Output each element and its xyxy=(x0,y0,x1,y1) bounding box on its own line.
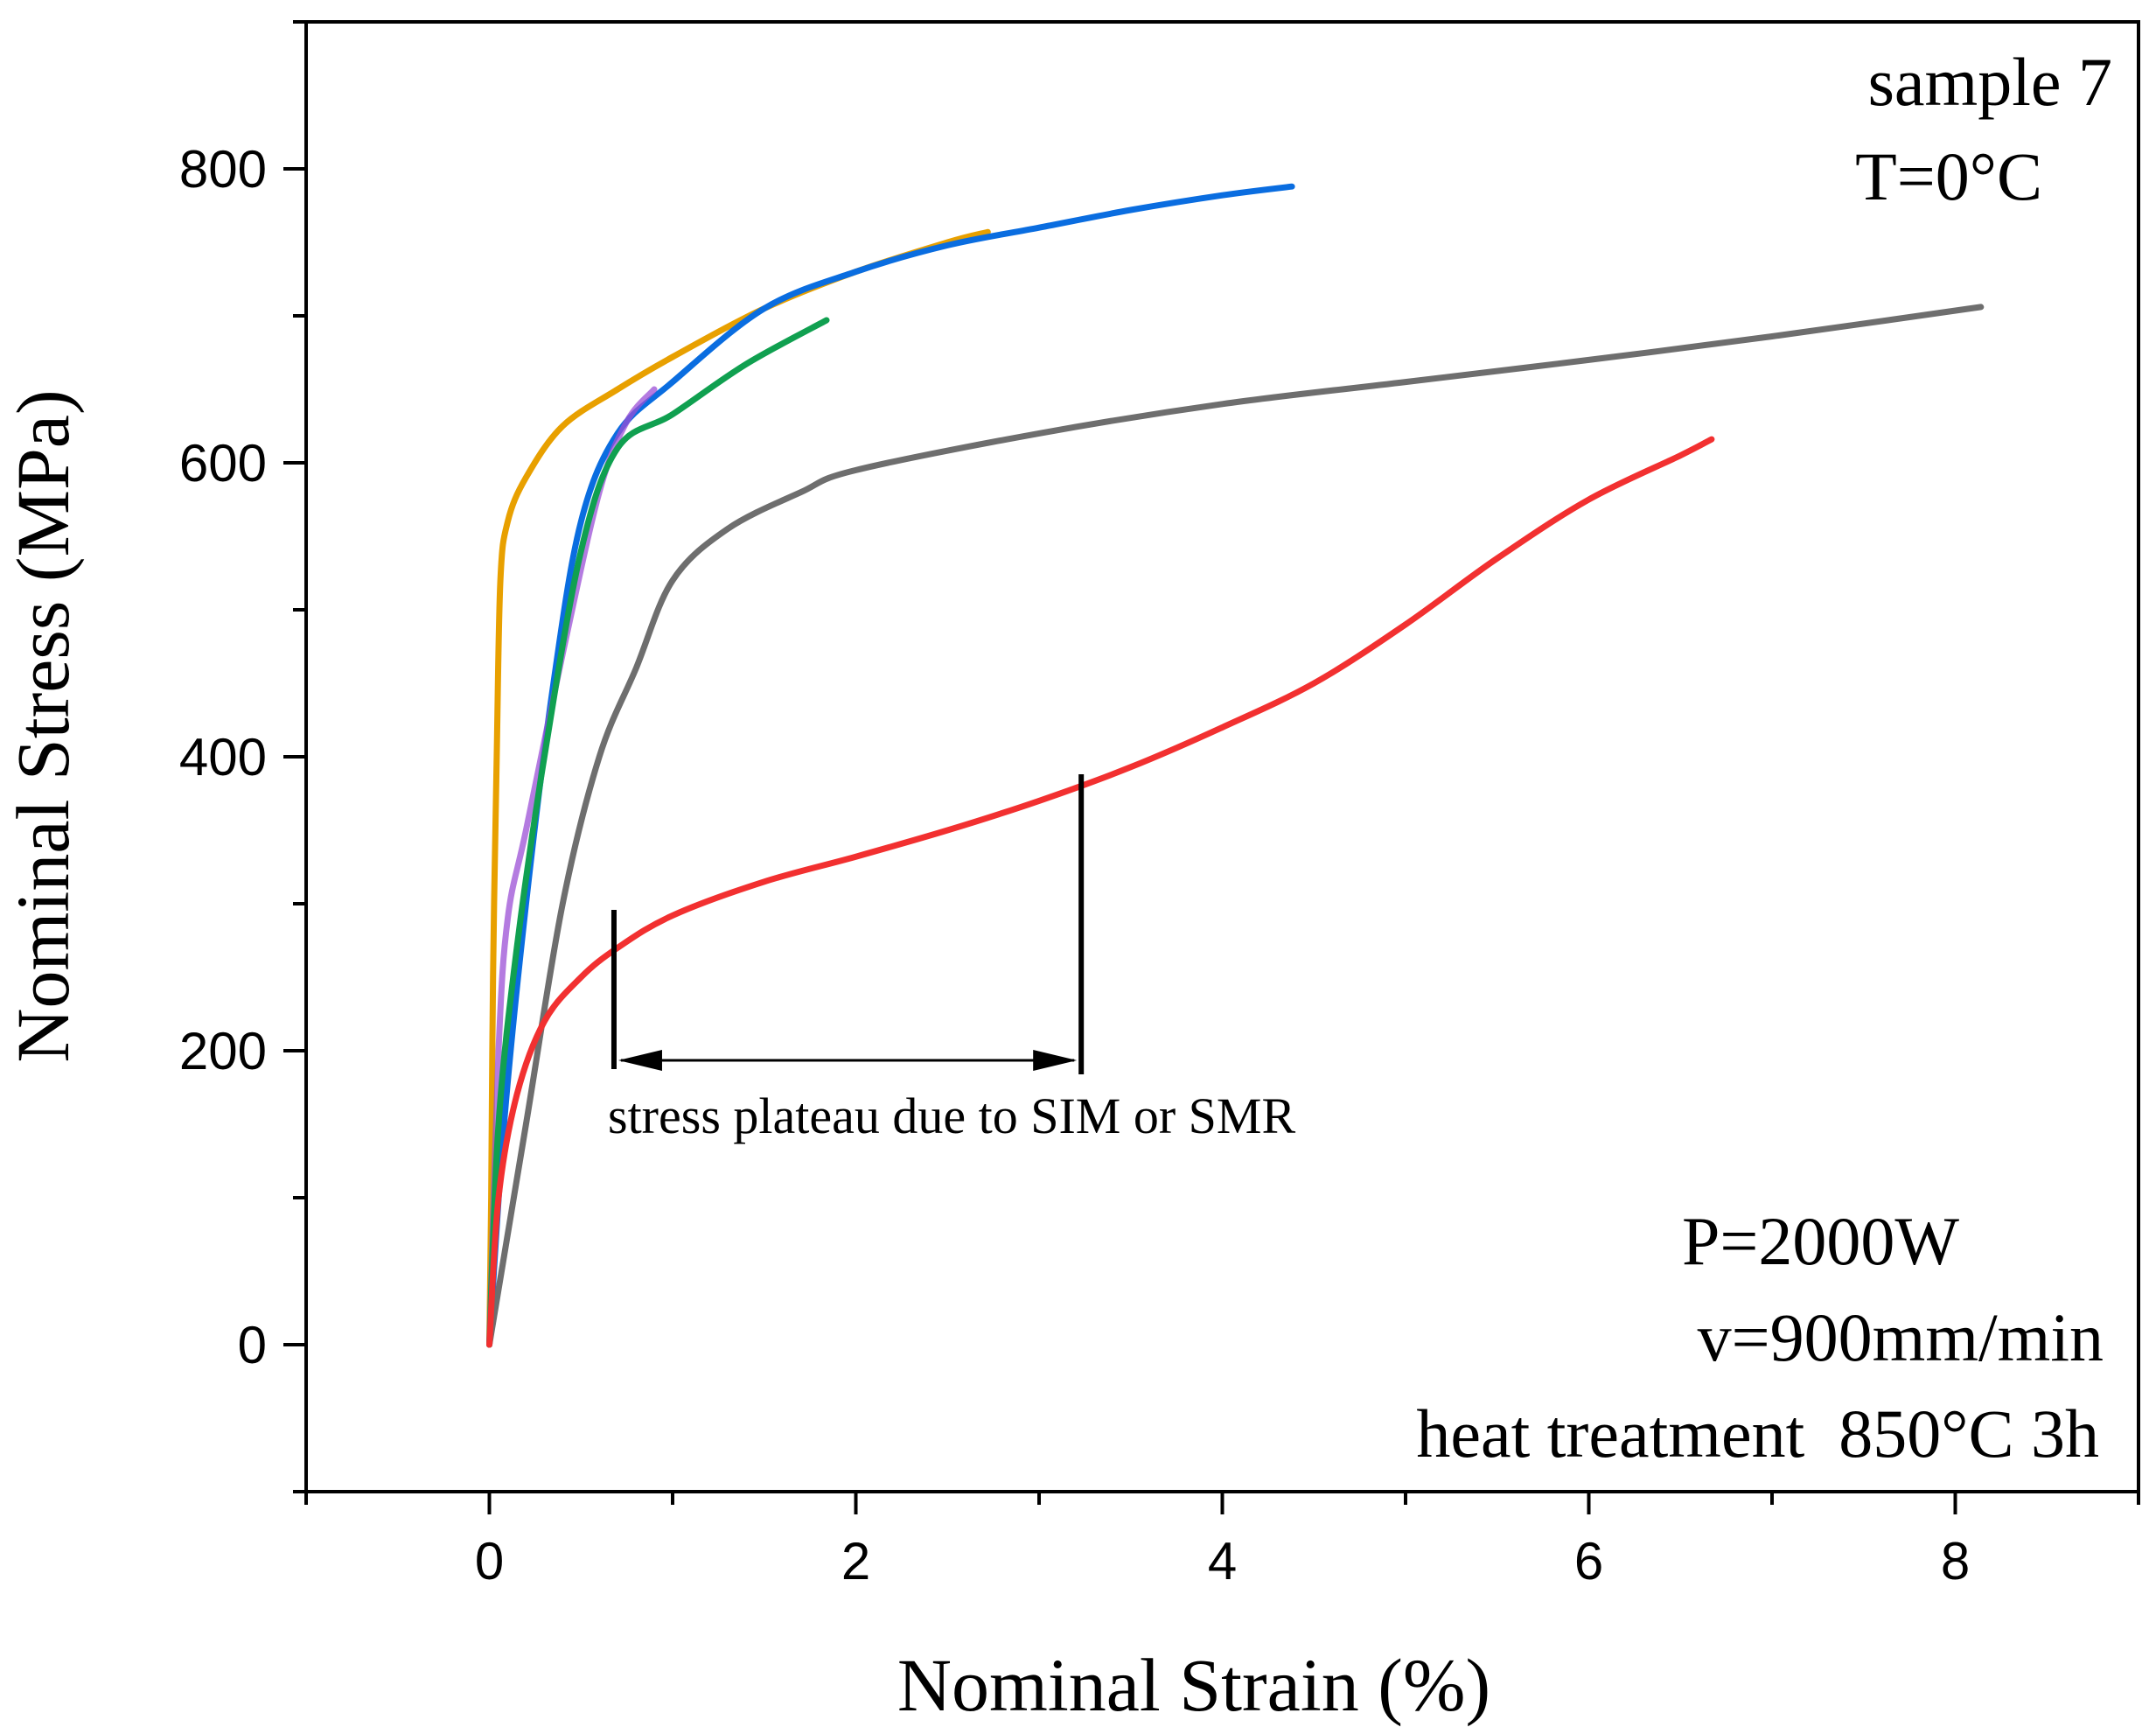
series-line-2 xyxy=(486,183,1295,1348)
y-tick-label: 800 xyxy=(179,140,267,199)
y-tick-label: 400 xyxy=(179,728,267,787)
plateau-annotation xyxy=(611,774,1085,1074)
x-tick-label: 6 xyxy=(1574,1532,1603,1591)
temperature-label: T=0°C xyxy=(1855,138,2042,214)
y-tick-label: 600 xyxy=(179,434,267,493)
series-line-1 xyxy=(486,228,991,1348)
x-tick-label: 0 xyxy=(475,1532,504,1591)
y-tick-label: 0 xyxy=(238,1316,267,1374)
x-tick-label: 8 xyxy=(1941,1532,1970,1591)
y-axis-title: Nominal Stress (MPa) xyxy=(1,389,85,1062)
power-label: P=2000W xyxy=(1682,1203,1959,1279)
series-line-5 xyxy=(486,304,1985,1348)
ticks-layer: 0 2 4 6 8 0 200 400 600 800 xyxy=(179,20,2140,1591)
speed-label: v=900mm/min xyxy=(1698,1299,2104,1375)
series-layer xyxy=(486,183,1985,1348)
plateau-arrow-left-head xyxy=(617,1050,662,1071)
sample-label: sample 7 xyxy=(1868,44,2112,120)
y-tick-label: 200 xyxy=(179,1022,267,1080)
x-tick-label: 2 xyxy=(841,1532,870,1591)
x-axis-title: Nominal Strain (%) xyxy=(897,1643,1490,1727)
heat-treatment-label: heat treatment 850°C 3h xyxy=(1416,1395,2099,1472)
series-line-6 xyxy=(486,436,1715,1348)
plateau-arrow-right-head xyxy=(1033,1050,1078,1071)
plateau-label: stress plateau due to SIM or SMR xyxy=(608,1087,1295,1144)
x-tick-label: 4 xyxy=(1208,1532,1237,1591)
series-line-4 xyxy=(486,317,830,1348)
